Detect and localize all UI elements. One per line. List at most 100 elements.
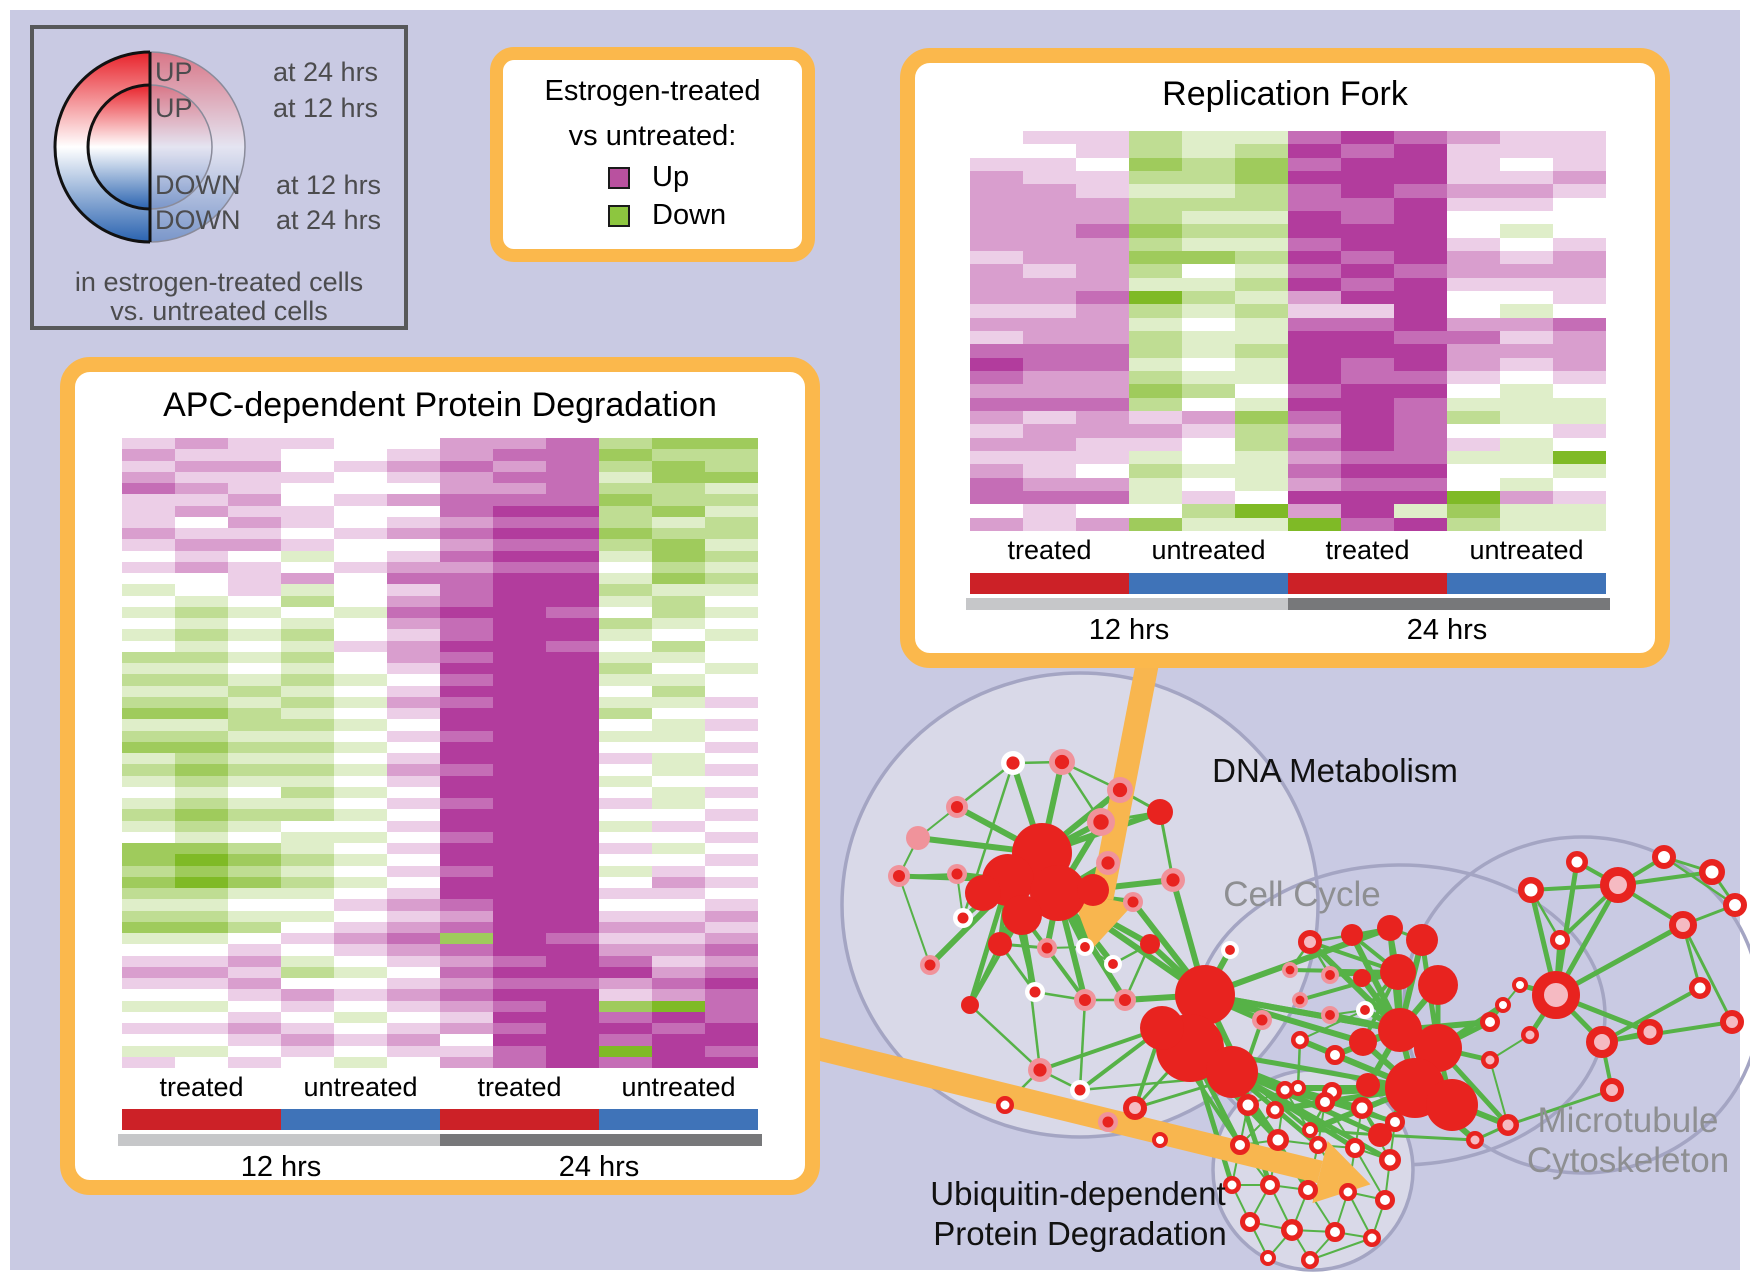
- heatmap-cell: [387, 595, 440, 607]
- heatmap-cell: [122, 460, 175, 472]
- heatmap-cell: [599, 899, 652, 911]
- heatmap-cell: [175, 1011, 228, 1023]
- heatmap-cell: [387, 629, 440, 641]
- heatmap-cell: [1182, 330, 1235, 345]
- network-edge: [1204, 992, 1401, 1033]
- heatmap-row: [122, 1045, 758, 1057]
- heatmap-cell: [970, 424, 1023, 438]
- heatmap-cell: [1288, 264, 1341, 278]
- network-node-core: [1118, 993, 1132, 1007]
- heatmap-cell: [1129, 330, 1182, 345]
- heatmap-cell: [1076, 237, 1129, 251]
- heatmap-row: [970, 344, 1606, 358]
- heatmap-cell: [440, 528, 493, 540]
- heatmap-cell: [1447, 517, 1500, 531]
- heatmap-cell: [1394, 357, 1447, 371]
- heatmap-cell: [1235, 317, 1288, 331]
- heatmap-cell: [493, 629, 546, 641]
- heatmap-cell: [1023, 144, 1076, 158]
- heatmap-cell: [228, 831, 281, 843]
- heatmap-cell: [281, 978, 334, 990]
- heatmap-cell: [705, 438, 758, 450]
- heatmap-cell: [1553, 517, 1606, 531]
- heatmap-cell: [1394, 170, 1447, 185]
- heatmap-cell: [175, 539, 228, 551]
- heatmap-cell: [1182, 197, 1235, 211]
- network-node-core: [1093, 814, 1109, 830]
- heatmap-cell: [705, 753, 758, 765]
- network-node-core: [1078, 993, 1092, 1007]
- heatmap-cell: [334, 798, 387, 810]
- heatmap-cell: [387, 888, 440, 900]
- heatmap-cell: [1023, 370, 1076, 385]
- heatmap-cell: [970, 477, 1023, 491]
- heatmap-cell: [705, 674, 758, 686]
- heatmap-cell: [334, 843, 387, 855]
- heatmap-cell: [440, 944, 493, 956]
- time-label: 24 hrs: [1406, 614, 1488, 646]
- heatmap-cell: [493, 865, 546, 877]
- heatmap-cell: [1182, 477, 1235, 491]
- ring-down-12-label: DOWN: [155, 170, 241, 200]
- heatmap-cell: [334, 460, 387, 472]
- heatmap-cell: [228, 471, 281, 483]
- heatmap-cell: [334, 651, 387, 663]
- heatmap-cell: [122, 685, 175, 697]
- heatmap-cell: [1500, 370, 1553, 385]
- ring-up-12-time: at 12 hrs: [273, 93, 379, 123]
- heatmap-cell: [970, 384, 1023, 398]
- heatmap-cell: [1394, 330, 1447, 345]
- heatmap-cell: [1182, 344, 1235, 358]
- cluster-label: Microtubule: [1538, 1101, 1719, 1140]
- network-node-rw: [996, 1096, 1014, 1114]
- heatmap-cell: [493, 910, 546, 922]
- heatmap-cell: [1129, 304, 1182, 318]
- heatmap-cell: [440, 719, 493, 731]
- heatmap-cell: [1394, 224, 1447, 238]
- heatmap-cell: [440, 978, 493, 990]
- heatmap-cell: [1076, 424, 1129, 438]
- heatmap-cell: [1500, 344, 1553, 358]
- heatmap-cell: [228, 944, 281, 956]
- heatmap-cell: [387, 674, 440, 686]
- heatmap-cell: [1076, 157, 1129, 171]
- heatmap-cell: [175, 674, 228, 686]
- heatmap-cell: [1076, 370, 1129, 385]
- heatmap-cell: [1182, 131, 1235, 145]
- heatmap-cell: [705, 629, 758, 641]
- heatmap-cell: [599, 730, 652, 742]
- apc-panel-title: APC-dependent Protein Degradation: [163, 386, 717, 424]
- heatmap-cell: [387, 663, 440, 675]
- heatmap-cell: [228, 899, 281, 911]
- heatmap-cell: [652, 460, 705, 472]
- heatmap-cell: [1394, 290, 1447, 305]
- heatmap-cell: [1076, 330, 1129, 345]
- heatmap-cell: [1288, 317, 1341, 331]
- heatmap-cell: [1553, 170, 1606, 185]
- heatmap-row: [970, 210, 1606, 225]
- network-node-core: [951, 868, 963, 880]
- heatmap-cell: [1447, 410, 1500, 425]
- heatmap-cell: [440, 539, 493, 551]
- heatmap-cell: [1182, 210, 1235, 225]
- heatmap-cell: [122, 505, 175, 517]
- heatmap-cell: [1076, 384, 1129, 398]
- heatmap-cell: [387, 505, 440, 517]
- heatmap-cell: [387, 685, 440, 697]
- heatmap-cell: [440, 483, 493, 495]
- heatmap-cell: [1394, 144, 1447, 158]
- heatmap-row: [122, 775, 758, 787]
- condition-label: treated: [1325, 535, 1410, 565]
- heatmap-cell: [1341, 437, 1394, 451]
- heatmap-cell: [1182, 384, 1235, 398]
- heatmap-cell: [652, 584, 705, 596]
- heatmap-cell: [387, 584, 440, 596]
- heatmap-cell: [228, 955, 281, 967]
- heatmap-cell: [175, 831, 228, 843]
- heatmap-cell: [440, 505, 493, 517]
- heatmap-cell: [1129, 210, 1182, 225]
- heatmap-cell: [1341, 424, 1394, 438]
- heatmap-cell: [440, 438, 493, 450]
- rf-panel-title: Replication Fork: [1162, 75, 1408, 113]
